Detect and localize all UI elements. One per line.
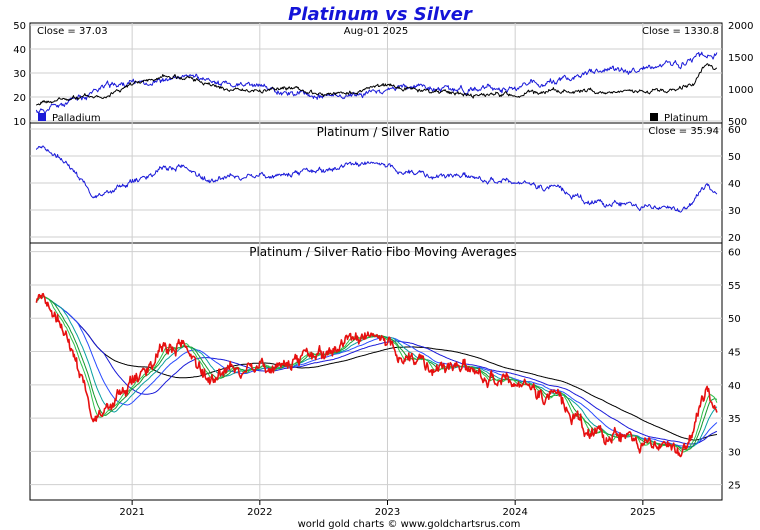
series-layer — [35, 51, 718, 458]
right-y-tick-label: 60 — [728, 125, 741, 136]
fibo-panel-title: Platinum / Silver Ratio Fibo Moving Aver… — [249, 245, 517, 259]
left-y-tick-label: 50 — [13, 21, 26, 32]
chart-title: Platinum vs Silver — [288, 4, 473, 25]
x-tick-label: 2022 — [247, 507, 272, 518]
right-y-tick-label: 25 — [728, 481, 741, 492]
moving-average-mid-blue — [35, 296, 718, 447]
palladium-price-line — [35, 51, 718, 115]
left-y-tick-label: 30 — [13, 69, 26, 80]
x-tick-label: 2021 — [119, 507, 144, 518]
right-y-tick-label: 50 — [728, 152, 741, 163]
top-right-close: Close = 1330.8 — [642, 26, 719, 37]
ratio-close: Close = 35.94 — [648, 126, 719, 137]
moving-average-slow — [35, 296, 718, 441]
right-y-tick-label: 35 — [728, 414, 741, 425]
right-y-tick-label: 2000 — [728, 21, 753, 32]
ratio-panel-title: Platinum / Silver Ratio — [317, 125, 450, 139]
left-y-tick-label: 10 — [13, 117, 26, 128]
right-y-tick-label: 40 — [728, 179, 741, 190]
right-y-tick-label: 500 — [728, 117, 747, 128]
right-y-tick-label: 30 — [728, 206, 741, 217]
right-y-tick-label: 45 — [728, 348, 741, 359]
right-y-tick-label: 1000 — [728, 85, 753, 96]
x-tick-label: 2023 — [375, 507, 400, 518]
palladium-legend-swatch — [38, 113, 46, 121]
axis-layer: 2021 2022 2023 2024 202550403020102000150010… — [13, 21, 753, 518]
x-tick-label: 2025 — [630, 507, 655, 518]
right-y-tick-label: 1500 — [728, 53, 753, 64]
top-left-close: Close = 37.03 — [37, 26, 108, 37]
right-y-tick-label: 60 — [728, 248, 741, 259]
date-label: Aug-01 2025 — [344, 26, 409, 37]
left-y-tick-label: 40 — [13, 45, 26, 56]
moving-average-blue — [35, 296, 718, 445]
right-y-tick-label: 40 — [728, 381, 741, 392]
footer-credit: world gold charts © www.goldchartsrus.co… — [298, 519, 521, 530]
right-y-tick-label: 20 — [728, 233, 741, 244]
ratio-fibo-line — [35, 292, 718, 458]
right-y-tick-label: 50 — [728, 314, 741, 325]
ratio-line — [35, 145, 718, 213]
platinum-legend-label: Platinum — [664, 113, 708, 124]
left-y-tick-label: 20 — [13, 93, 26, 104]
gridlines — [30, 23, 722, 500]
platinum-legend-swatch — [650, 113, 658, 121]
x-tick-label: 2024 — [502, 507, 527, 518]
platinum-price-line — [36, 63, 718, 106]
palladium-legend-label: Palladium — [52, 113, 101, 124]
moving-average-teal — [35, 296, 718, 449]
right-y-tick-label: 30 — [728, 447, 741, 458]
bottom-panel-frame — [29, 242, 723, 501]
right-y-tick-label: 55 — [728, 281, 741, 292]
